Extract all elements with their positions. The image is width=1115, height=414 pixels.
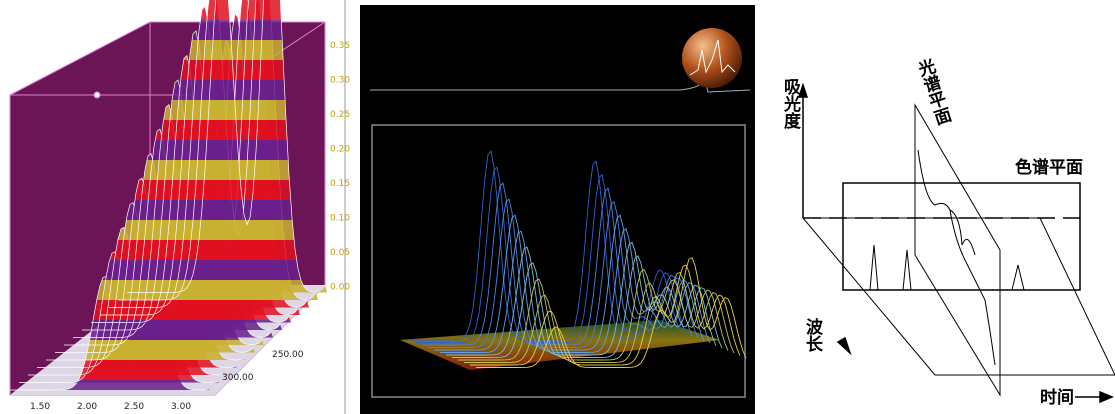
- z-tick-label: 0.05: [330, 248, 350, 258]
- mesh-line: [458, 268, 729, 361]
- mesh-line: [422, 182, 693, 346]
- mesh-line: [470, 264, 741, 366]
- x-tick-label: 2.00: [77, 402, 97, 412]
- mesh-line: [127, 0, 326, 293]
- spectrum-trace: [917, 149, 996, 366]
- y-axis-label: 吸光度: [780, 78, 802, 130]
- x-tick-label: 2.50: [124, 402, 144, 412]
- chromatogram-trace: [843, 244, 1080, 291]
- spectrum-plane-label: 光谱平面: [912, 55, 954, 128]
- marker: [93, 91, 101, 99]
- depth-tick-label: 250.00: [272, 350, 304, 360]
- mesh-line: [446, 241, 717, 356]
- middle-panel: [360, 5, 755, 414]
- left-panel: [0, 0, 346, 414]
- arrow: [836, 336, 852, 356]
- z-tick-label: 0.30: [330, 76, 350, 86]
- screen-frame: [371, 124, 746, 398]
- mesh-line: [476, 257, 747, 368]
- mesh-fill: [127, 0, 327, 293]
- z-tick-label: 0.20: [330, 145, 350, 155]
- time-label: 时间: [1040, 387, 1074, 408]
- peak-mesh: [410, 150, 747, 368]
- mesh-line: [434, 214, 705, 351]
- chromatogram-plane: [842, 182, 1081, 291]
- z-tick-label: 0.15: [330, 179, 350, 189]
- z-tick-label: 0.10: [330, 214, 350, 224]
- logo-trace: [689, 39, 736, 76]
- wavelength-label: 波长: [802, 317, 823, 353]
- mesh-line: [464, 271, 735, 363]
- peak-mesh: [10, 0, 327, 391]
- chromatogram-plane-label: 色谱平面: [1015, 157, 1083, 178]
- x-tick-label: 3.00: [171, 402, 191, 412]
- mesh-line: [452, 255, 723, 358]
- spectrum-trace: [949, 209, 976, 256]
- mesh-line: [416, 166, 687, 343]
- z-tick-label: 0.25: [330, 110, 350, 120]
- right-panel: [797, 82, 1115, 404]
- spectrum-plane: [914, 103, 1001, 397]
- depth-tick-label: 300.00: [222, 373, 254, 383]
- x-tick-label: 1.50: [30, 402, 50, 412]
- arrow: [797, 82, 809, 98]
- mesh-line: [428, 198, 699, 348]
- z-tick-label: 0.00: [330, 283, 350, 293]
- mesh-line: [440, 227, 711, 353]
- logo-ball: [682, 28, 742, 88]
- z-tick-label: 0.35: [330, 41, 350, 51]
- arrow: [1099, 390, 1114, 404]
